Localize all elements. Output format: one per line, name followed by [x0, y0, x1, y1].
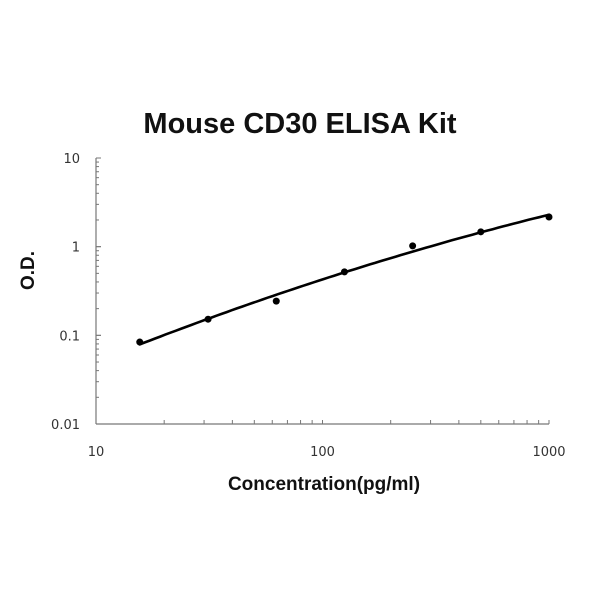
data-point: [272, 297, 280, 305]
x-tick-label: 100: [310, 445, 335, 460]
x-tick-label: 1000: [532, 445, 565, 460]
data-point: [545, 213, 553, 221]
y-tick-label: 10: [63, 152, 80, 167]
x-tick-label: 10: [88, 445, 105, 460]
y-tick-label: 0.01: [51, 418, 80, 433]
data-point: [204, 315, 212, 323]
chart-title: Mouse CD30 ELISA Kit: [143, 108, 457, 140]
data-point: [340, 268, 348, 276]
x-axis-label: Concentration(pg/ml): [227, 474, 421, 495]
y-tick-label: 1: [72, 241, 80, 256]
data-point: [477, 228, 485, 236]
fit-curve: [138, 213, 551, 346]
y-tick-label: 0.1: [59, 329, 80, 344]
data-point: [409, 242, 417, 250]
data-point: [136, 338, 144, 346]
